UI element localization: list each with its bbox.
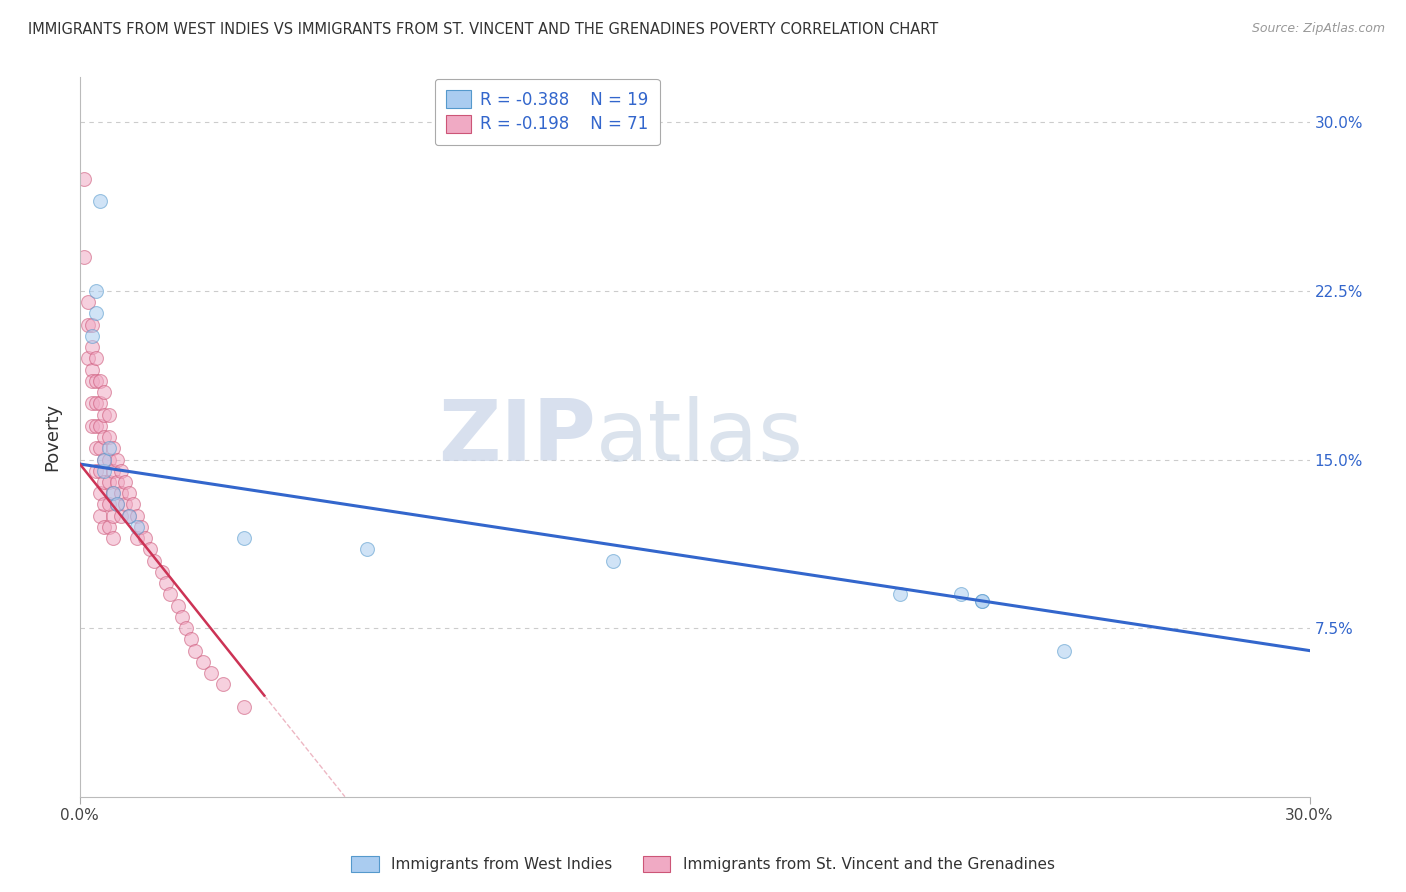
Point (89, 486, 111, 500)
Point (101, 531, 124, 545)
Point (176, 621, 198, 635)
Point (89, 396, 111, 410)
Point (82, 418, 104, 433)
Point (84, 351, 107, 366)
Point (172, 610, 194, 624)
Point (77, 318, 100, 332)
Point (84, 418, 107, 433)
Point (84, 442, 107, 456)
Point (89, 442, 111, 456)
Point (82, 329, 104, 343)
Point (127, 508, 149, 523)
Text: IMMIGRANTS FROM WEST INDIES VS IMMIGRANTS FROM ST. VINCENT AND THE GRENADINES PO: IMMIGRANTS FROM WEST INDIES VS IMMIGRANT… (28, 22, 938, 37)
Text: Source: ZipAtlas.com: Source: ZipAtlas.com (1251, 22, 1385, 36)
Point (97, 442, 120, 456)
Point (82, 374, 104, 388)
Point (183, 643, 205, 657)
Point (889, 587, 911, 601)
Point (82, 318, 104, 332)
Point (97, 430, 120, 444)
Point (1052, 643, 1074, 657)
Point (93, 452, 115, 467)
Text: ZIP: ZIP (439, 395, 596, 478)
Point (93, 430, 115, 444)
Point (89, 508, 111, 523)
Point (167, 599, 190, 613)
Point (97, 452, 120, 467)
Legend: R = -0.388    N = 19, R = -0.198    N = 71: R = -0.388 N = 19, R = -0.198 N = 71 (434, 78, 659, 145)
Point (212, 677, 235, 691)
Point (89, 194, 111, 208)
Point (950, 587, 973, 601)
Point (73, 250, 96, 264)
Point (82, 362, 104, 376)
Point (84, 464, 107, 478)
Point (82, 396, 104, 410)
Point (84, 284, 107, 298)
Point (356, 542, 378, 557)
Point (101, 508, 124, 523)
Point (131, 520, 153, 534)
Point (180, 632, 202, 647)
Point (118, 508, 141, 523)
Point (77, 351, 100, 366)
Point (110, 486, 132, 500)
Point (73, 171, 96, 186)
Point (105, 498, 128, 512)
Point (84, 306, 107, 320)
Point (105, 498, 128, 512)
Point (134, 531, 156, 545)
Point (150, 565, 173, 579)
Point (114, 498, 136, 512)
Point (89, 374, 111, 388)
Point (191, 655, 214, 669)
Point (159, 587, 181, 601)
Point (232, 531, 254, 545)
Point (127, 531, 149, 545)
Point (101, 464, 124, 478)
Point (97, 498, 120, 512)
Point (97, 408, 120, 422)
Point (93, 475, 115, 489)
Point (118, 508, 141, 523)
Point (101, 486, 124, 500)
Point (110, 464, 132, 478)
Point (97, 520, 120, 534)
Point (155, 576, 177, 591)
Point (93, 452, 115, 467)
Point (89, 464, 111, 478)
Point (114, 475, 136, 489)
Point (93, 408, 115, 422)
Point (232, 699, 254, 714)
Point (122, 498, 145, 512)
Point (127, 520, 149, 534)
Point (110, 508, 132, 523)
Point (89, 418, 111, 433)
Point (93, 385, 115, 400)
Point (200, 666, 222, 681)
Point (602, 554, 624, 568)
Point (101, 442, 124, 456)
Text: atlas: atlas (596, 395, 804, 478)
Point (101, 486, 124, 500)
Legend: Immigrants from West Indies, Immigrants from St. Vincent and the Grenadines: Immigrants from West Indies, Immigrants … (343, 848, 1063, 880)
Point (93, 464, 115, 478)
Point (84, 396, 107, 410)
Point (970, 594, 993, 608)
Point (93, 498, 115, 512)
Y-axis label: Poverty: Poverty (44, 403, 60, 471)
Point (82, 340, 104, 354)
Point (84, 374, 107, 388)
Point (138, 542, 160, 557)
Point (93, 520, 115, 534)
Point (142, 554, 165, 568)
Point (105, 475, 128, 489)
Point (970, 594, 993, 608)
Point (118, 486, 141, 500)
Point (97, 475, 120, 489)
Point (77, 295, 100, 310)
Point (105, 452, 128, 467)
